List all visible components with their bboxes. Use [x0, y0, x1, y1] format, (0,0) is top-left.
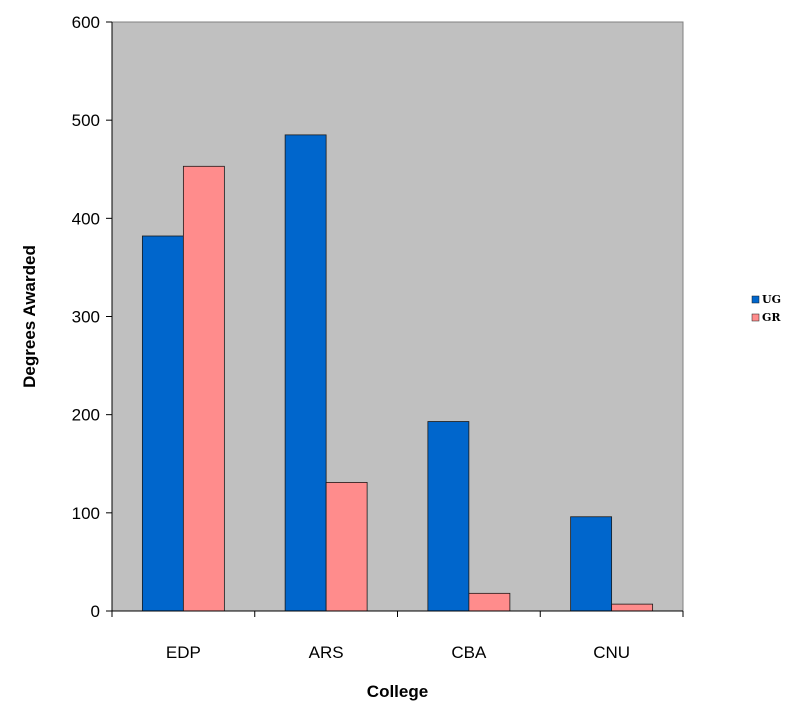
x-tick-label-edp: EDP: [166, 643, 201, 662]
legend-swatch-gr: [751, 313, 760, 322]
bar-ug-cba: [427, 421, 470, 612]
x-tick-label-cba: CBA: [451, 643, 487, 662]
bar-gr-cba: [468, 592, 511, 612]
y-axis-title: Degrees Awarded: [20, 245, 39, 388]
bar-ug-edp: [141, 235, 184, 612]
legend: UG GR: [751, 293, 781, 324]
bars-group: [141, 134, 654, 612]
y-tick-label: 300: [72, 308, 100, 327]
x-tick-label-cnu: CNU: [593, 643, 630, 662]
bar-ug-ars: [284, 134, 327, 612]
bar-ug-cnu: [570, 516, 613, 612]
y-tick-label: 500: [72, 111, 100, 130]
x-axis: EDP ARS CBA CNU: [111, 610, 684, 662]
x-axis-title: College: [367, 682, 428, 701]
y-axis: 0 100 200 300 400 500 600: [72, 13, 113, 621]
bar-gr-edp: [182, 165, 225, 612]
legend-label-gr: GR: [762, 311, 781, 324]
bar-gr-ars: [325, 482, 368, 612]
bar-gr-cnu: [611, 603, 654, 612]
y-tick-label: 0: [91, 602, 100, 621]
legend-swatch-ug: [751, 295, 760, 304]
y-tick-label: 600: [72, 13, 100, 32]
x-tick-label-ars: ARS: [309, 643, 344, 662]
y-tick-label: 400: [72, 209, 100, 228]
legend-label-ug: UG: [762, 293, 781, 306]
y-tick-label: 200: [72, 406, 100, 425]
y-tick-label: 100: [72, 504, 100, 523]
